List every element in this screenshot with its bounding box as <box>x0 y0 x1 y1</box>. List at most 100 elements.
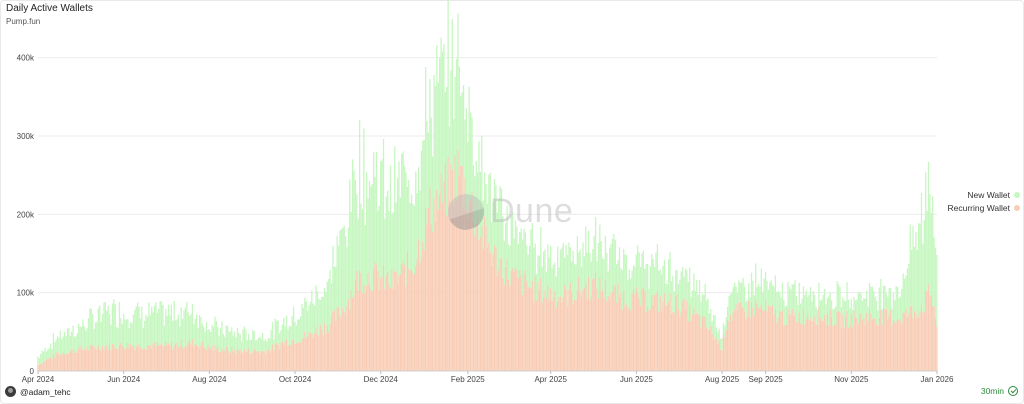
bar-new <box>422 140 424 242</box>
bar-new <box>326 281 328 326</box>
bar-new <box>264 339 267 355</box>
bar-new <box>439 57 441 195</box>
bar-new <box>520 228 522 276</box>
bar-new <box>371 184 373 292</box>
bar-new <box>808 294 810 320</box>
bar-new <box>183 310 185 347</box>
bar-recurring <box>739 302 741 371</box>
bar-new <box>340 229 343 319</box>
bar-recurring <box>870 313 872 371</box>
bar-recurring <box>37 364 39 371</box>
bar-new <box>885 293 888 309</box>
bar-new <box>172 320 174 350</box>
bar-recurring <box>637 293 639 371</box>
bar-recurring <box>558 296 560 371</box>
bar-new <box>329 270 331 324</box>
bar-new <box>552 264 555 298</box>
bar-new <box>121 323 123 346</box>
bar-recurring <box>398 275 400 371</box>
bar-recurring <box>774 308 777 371</box>
bar-recurring <box>139 347 142 371</box>
bar-recurring <box>814 316 816 371</box>
bar-recurring <box>521 294 524 371</box>
bar-new <box>211 324 213 346</box>
bar-new <box>321 297 323 330</box>
bar-recurring <box>158 345 160 371</box>
bar-recurring <box>613 284 615 371</box>
bar-recurring <box>911 305 913 371</box>
bar-new <box>273 339 275 351</box>
bar-new <box>898 297 900 320</box>
bar-recurring <box>634 294 636 371</box>
bar-recurring <box>729 314 732 371</box>
bar-new <box>316 290 319 335</box>
bar-new <box>538 255 541 292</box>
bar-new <box>62 336 64 353</box>
bar-new <box>134 309 136 350</box>
bar-new <box>840 306 843 329</box>
bar-new <box>82 319 84 350</box>
x-tick-label: Sep 2025 <box>748 375 783 384</box>
bar-new <box>773 286 775 315</box>
bar-new <box>44 347 46 362</box>
bar-new <box>160 301 163 346</box>
bar-recurring <box>462 208 465 371</box>
bar-new <box>742 277 744 307</box>
legend-item-recurring[interactable]: Recurring Wallet <box>947 201 1020 214</box>
bar-recurring <box>200 345 202 371</box>
bar-recurring <box>825 324 827 371</box>
bar-recurring <box>589 300 591 371</box>
bar-recurring <box>764 300 767 371</box>
bar-new <box>554 262 556 292</box>
bar-new <box>592 249 594 280</box>
bar-new <box>387 190 389 272</box>
bar-new <box>847 299 850 329</box>
bar-new <box>844 301 847 317</box>
bar-recurring <box>440 173 442 371</box>
bar-new <box>336 235 338 308</box>
bar-recurring <box>630 310 632 371</box>
bar-new <box>391 214 393 269</box>
bar-new <box>40 354 42 364</box>
bar-recurring <box>122 347 125 371</box>
bar-new <box>367 198 369 273</box>
bar-recurring <box>97 345 99 371</box>
bar-recurring <box>66 354 69 371</box>
bar-recurring <box>62 352 64 371</box>
bar-recurring <box>288 344 291 371</box>
bar-new <box>432 156 434 233</box>
bar-recurring <box>337 306 340 371</box>
bar-new <box>846 282 848 311</box>
bar-recurring <box>419 262 421 371</box>
author[interactable]: @adam_tehc <box>5 386 71 397</box>
bar-new <box>308 305 310 332</box>
bar-recurring <box>444 162 446 371</box>
bar-new <box>646 264 649 307</box>
bar-recurring <box>920 305 923 371</box>
bar-new <box>181 318 184 349</box>
bar-recurring <box>877 325 879 371</box>
bar-recurring <box>360 272 362 371</box>
bar-recurring <box>215 349 217 371</box>
refresh-status[interactable]: 30min <box>981 386 1018 396</box>
legend-item-new[interactable]: New Wallet <box>947 188 1020 201</box>
bar-new <box>87 318 90 350</box>
bar-new <box>835 306 837 325</box>
bar-new <box>755 263 757 301</box>
bar-recurring <box>40 363 42 371</box>
bar-new <box>798 282 800 313</box>
bar-new <box>231 327 233 347</box>
bar-recurring <box>306 336 309 371</box>
bar-recurring <box>645 311 647 371</box>
bar-new <box>634 266 636 295</box>
bar-recurring <box>332 311 334 371</box>
bar-new <box>843 300 845 328</box>
bar-recurring <box>819 318 821 371</box>
bar-recurring <box>233 350 236 371</box>
bar-recurring <box>373 269 375 371</box>
bar-recurring <box>575 300 577 371</box>
bar-recurring <box>804 324 806 371</box>
bar-recurring <box>196 344 198 371</box>
bar-recurring <box>499 258 501 371</box>
bar-new <box>676 270 678 294</box>
